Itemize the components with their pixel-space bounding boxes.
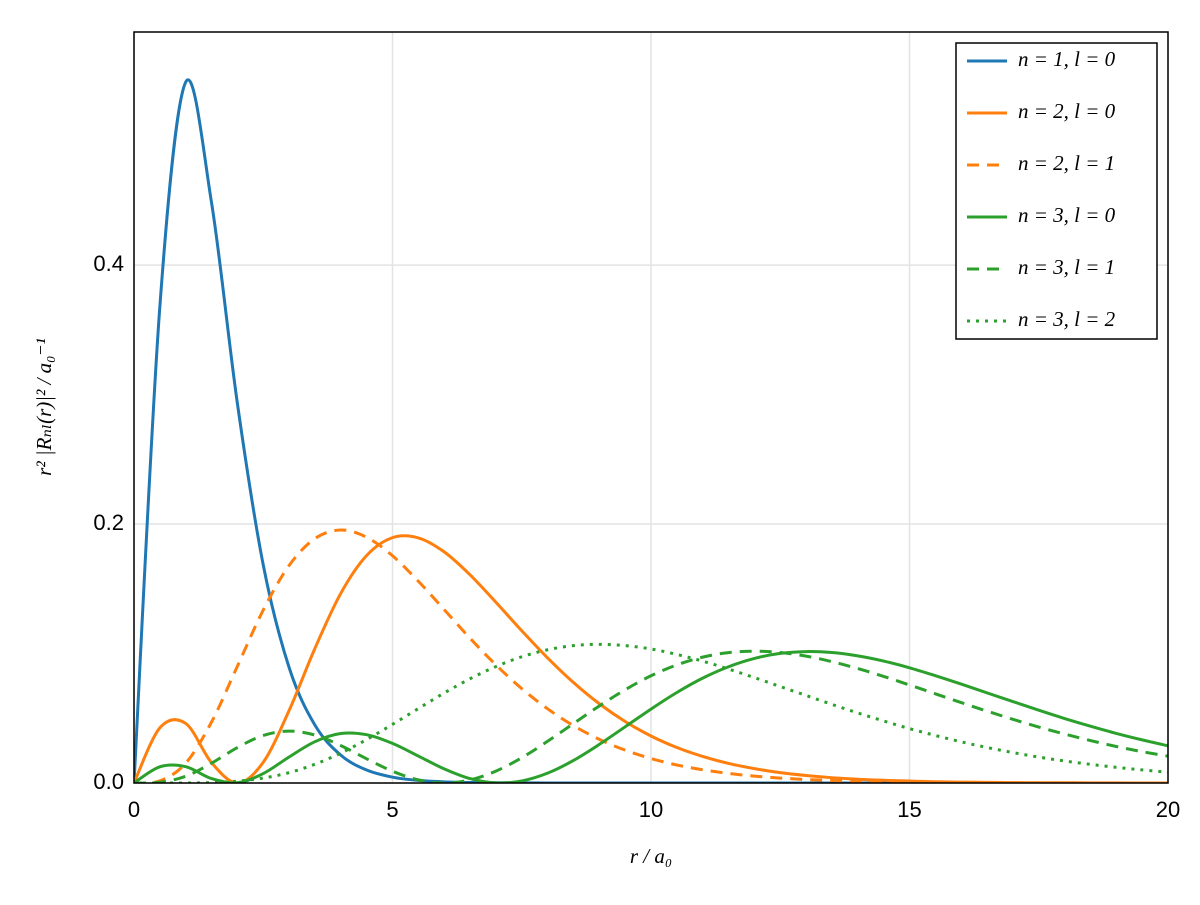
x-tick-label: 20 xyxy=(1156,797,1180,822)
series-line xyxy=(134,78,1168,783)
y-tick-label: 0.4 xyxy=(93,251,124,276)
legend-box xyxy=(955,42,1158,340)
x-tick-label: 0 xyxy=(128,797,140,822)
y-tick-label: 0.0 xyxy=(93,769,124,794)
legend-label: n = 2, l = 1 xyxy=(1018,151,1115,175)
y-tick-label: 0.2 xyxy=(93,510,124,535)
legend-label: n = 2, l = 0 xyxy=(1018,99,1116,123)
legend: n = 1, l = 0 n = 2, l = 0 n = 2, l = 1 n = … xyxy=(955,42,1158,340)
legend-label: n = 3, l = 2 xyxy=(1018,307,1116,331)
plot-frame xyxy=(133,31,1169,784)
legend-label: n = 3, l = 0 xyxy=(1018,203,1116,227)
x-tick-label: 5 xyxy=(386,797,398,822)
y-axis-label: r² |Rₙₗ(r)|² / a₀⁻¹ xyxy=(32,338,56,476)
series-line xyxy=(134,650,1168,783)
tick-labels: 0 5 10 15 20 0.0 0.2 0.4 xyxy=(93,251,1180,822)
x-tick-label: 10 xyxy=(639,797,663,822)
series-line xyxy=(134,649,1168,783)
legend-label: n = 3, l = 1 xyxy=(1018,255,1115,279)
legend-label: n = 1, l = 0 xyxy=(1018,47,1116,71)
x-tick-label: 15 xyxy=(897,797,921,822)
x-axis-label: r / a₀ xyxy=(630,844,672,868)
